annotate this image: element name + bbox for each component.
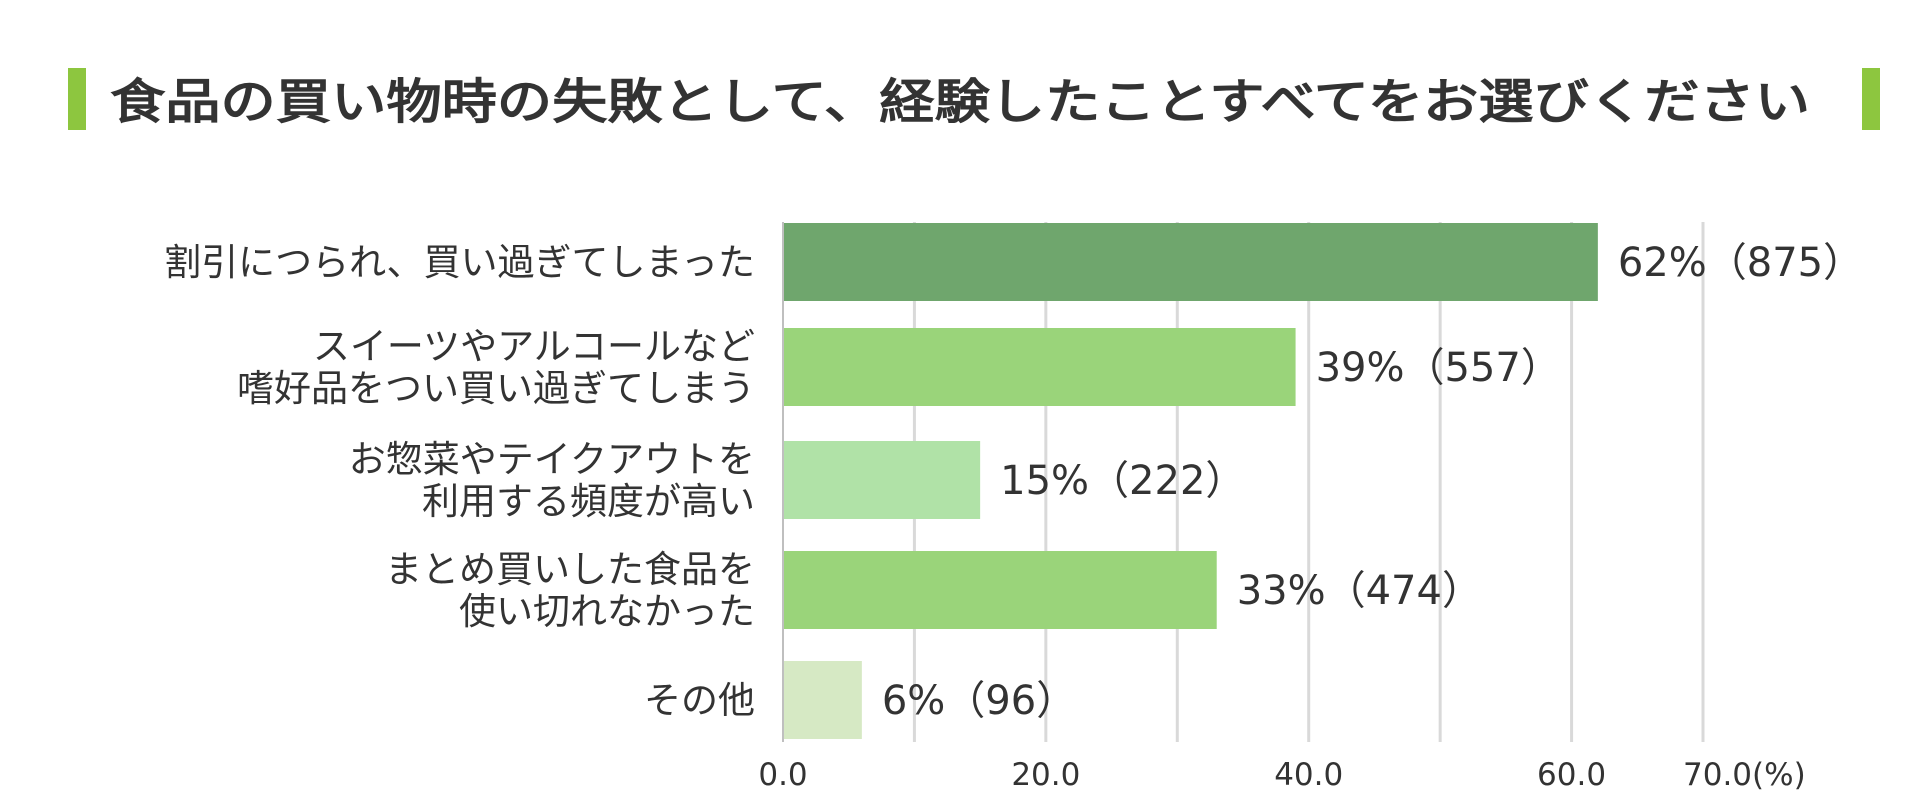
x-tick-label: 70.0(%) xyxy=(1683,757,1806,793)
x-tick-label: 0.0 xyxy=(758,757,807,793)
category-label: お惣菜やテイクアウトを xyxy=(349,438,755,481)
category-label: スイーツやアルコールなど xyxy=(313,325,755,368)
category-label: その他 xyxy=(644,679,755,722)
chart-title: 食品の買い物時の失敗として、経験したことすべてをお選びください xyxy=(110,74,1810,130)
category-label: 使い切れなかった xyxy=(459,590,755,633)
x-tick-label: 20.0 xyxy=(1011,757,1080,793)
bar xyxy=(783,328,1296,406)
x-axis-ticks: 0.0 20.0 40.0 60.0 70.0(%) xyxy=(758,757,1805,793)
bar xyxy=(783,441,981,519)
data-label: 15%（222） xyxy=(1000,458,1245,504)
category-label: まとめ買いした食品を xyxy=(385,548,755,591)
title-marker-right xyxy=(1862,68,1880,130)
data-label: 62%（875） xyxy=(1618,240,1863,286)
bar xyxy=(783,223,1598,301)
data-labels: 62%（875） 39%（557） 15%（222） 33%（474） 6%（96） xyxy=(882,240,1863,724)
bar xyxy=(783,661,862,739)
category-label: 嗜好品をつい買い過ぎてしまう xyxy=(237,367,755,410)
bar xyxy=(783,551,1217,629)
category-label: 割引につられ、買い過ぎてしまった xyxy=(164,241,755,284)
title-marker-left xyxy=(68,68,86,130)
data-label: 39%（557） xyxy=(1316,345,1561,391)
x-tick-label: 60.0 xyxy=(1537,757,1606,793)
gridlines xyxy=(912,222,1705,742)
bars xyxy=(783,223,1598,739)
category-labels: 割引につられ、買い過ぎてしまったスイーツやアルコールなど嗜好品をつい買い過ぎてし… xyxy=(164,241,755,722)
data-label: 33%（474） xyxy=(1237,568,1482,614)
x-tick-label: 40.0 xyxy=(1274,757,1343,793)
category-label: 利用する頻度が高い xyxy=(422,480,755,523)
data-label: 6%（96） xyxy=(882,678,1076,724)
